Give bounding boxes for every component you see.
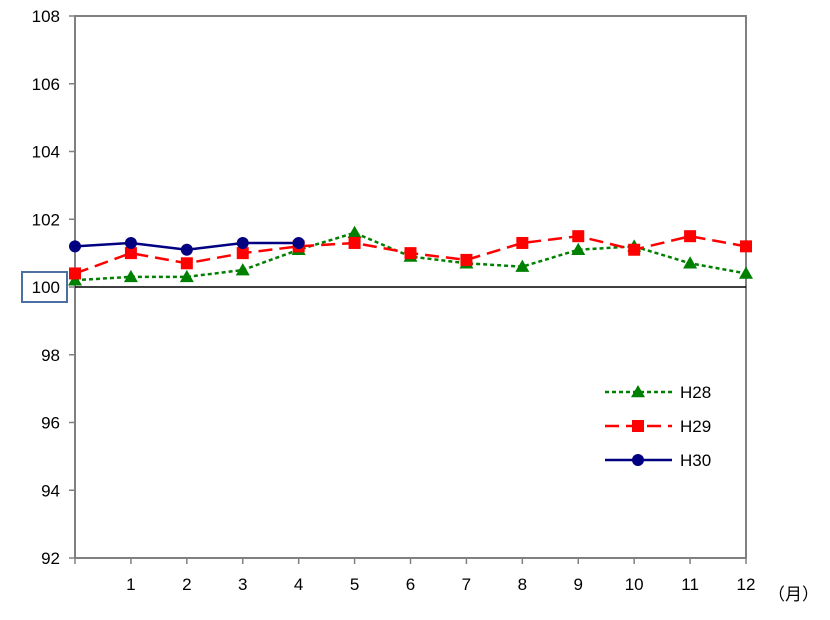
x-tick-label: 2 — [182, 575, 191, 594]
legend-item-h28: H28 — [605, 383, 711, 402]
data-point — [236, 236, 249, 249]
data-point — [180, 257, 193, 270]
x-tick-label: 1 — [126, 575, 135, 594]
y-tick-highlight-box — [21, 271, 68, 303]
x-tick-label: 4 — [294, 575, 303, 594]
data-point — [179, 269, 194, 283]
data-point — [347, 225, 362, 239]
legend-label: H29 — [680, 417, 711, 436]
x-axis-unit-label: （月） — [768, 585, 819, 604]
y-tick-label: 92 — [41, 549, 60, 568]
y-tick-label: 100 — [32, 278, 60, 297]
y-tick-label: 98 — [41, 346, 60, 365]
x-tick-label: 10 — [625, 575, 644, 594]
data-point — [180, 243, 193, 256]
x-tick-label: 6 — [406, 575, 415, 594]
data-point — [739, 266, 753, 279]
data-point — [69, 240, 81, 253]
x-tick-label: 5 — [350, 575, 359, 594]
x-tick-label: 9 — [574, 575, 583, 594]
data-point — [572, 230, 585, 243]
data-point — [571, 242, 586, 255]
data-point — [124, 236, 137, 249]
x-tick-label: 11 — [681, 575, 699, 594]
data-point — [123, 269, 138, 283]
data-point — [683, 256, 698, 269]
legend-label: H28 — [680, 383, 711, 402]
data-point — [292, 236, 305, 249]
y-tick-label: 94 — [41, 481, 60, 500]
data-point — [404, 247, 417, 260]
x-tick-label: 7 — [462, 575, 471, 594]
data-point — [348, 236, 361, 249]
legend-item-h30: H30 — [605, 451, 711, 470]
data-point — [516, 236, 529, 249]
y-tick-label: 102 — [32, 210, 60, 229]
data-point — [515, 259, 530, 272]
data-point — [460, 253, 473, 266]
series-h30 — [69, 236, 305, 256]
data-point — [684, 230, 697, 243]
legend-marker — [632, 420, 644, 432]
series-h29 — [69, 230, 752, 280]
x-tick-label: 8 — [518, 575, 527, 594]
legend-marker — [631, 385, 645, 398]
legend-item-h29: H29 — [605, 417, 711, 436]
data-point — [236, 247, 249, 260]
y-tick-label: 108 — [32, 7, 60, 26]
x-tick-label: 3 — [238, 575, 247, 594]
legend-label: H30 — [680, 451, 711, 470]
y-tick-label: 96 — [41, 414, 60, 433]
legend-marker — [632, 454, 644, 466]
data-point — [740, 240, 752, 253]
y-tick-label: 104 — [32, 143, 60, 162]
data-point — [628, 243, 641, 256]
data-point — [235, 263, 250, 276]
data-point — [69, 267, 81, 280]
data-point — [124, 247, 137, 260]
x-tick-label: 12 — [737, 575, 756, 594]
y-tick-label: 106 — [32, 75, 60, 94]
